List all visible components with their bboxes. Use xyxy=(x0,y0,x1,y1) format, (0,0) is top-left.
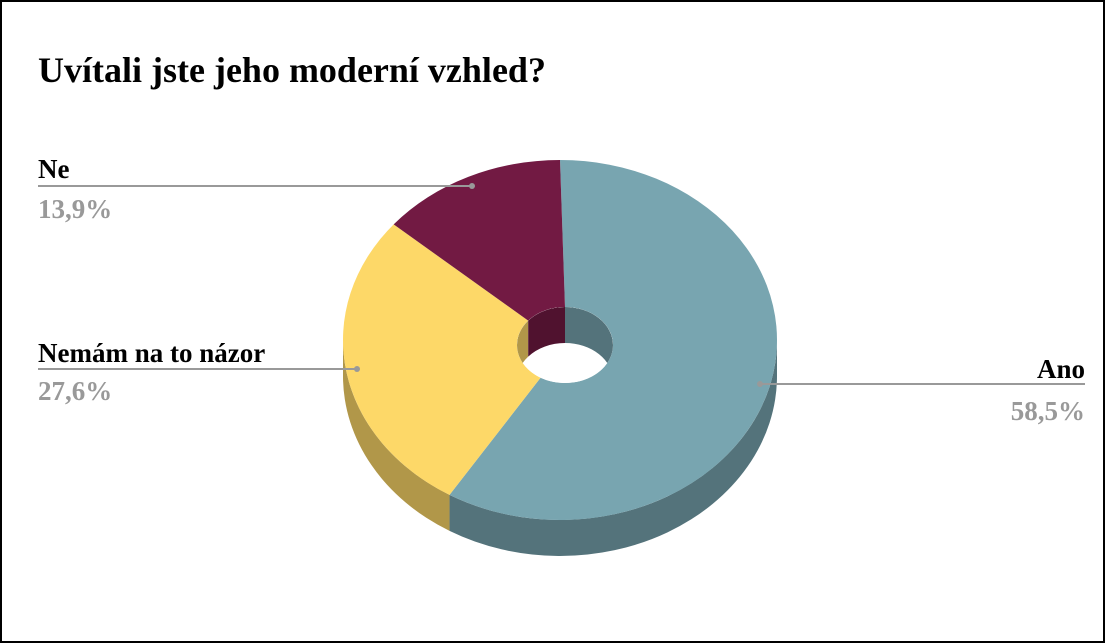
slice-value-label: 27,6% xyxy=(38,376,112,406)
slice-side xyxy=(343,340,450,531)
slice-label: Nemám na to názor xyxy=(38,338,265,368)
slice xyxy=(342,224,541,495)
slice xyxy=(393,160,565,321)
slice-label: Ano xyxy=(1037,354,1085,384)
leader-dot xyxy=(469,183,475,189)
slice-inner-side xyxy=(528,307,565,357)
slice xyxy=(449,160,777,520)
slice-value-label: 58,5% xyxy=(1011,396,1085,426)
slice-value-label: 13,9% xyxy=(38,194,112,224)
leader-dot xyxy=(354,366,360,372)
slice-inner-side xyxy=(565,307,613,381)
leader-dot xyxy=(757,381,763,387)
slice-side xyxy=(449,340,777,557)
slice-label: Ne xyxy=(38,154,69,184)
chart-title: Uvítali jste jeho moderní vzhled? xyxy=(38,50,546,90)
